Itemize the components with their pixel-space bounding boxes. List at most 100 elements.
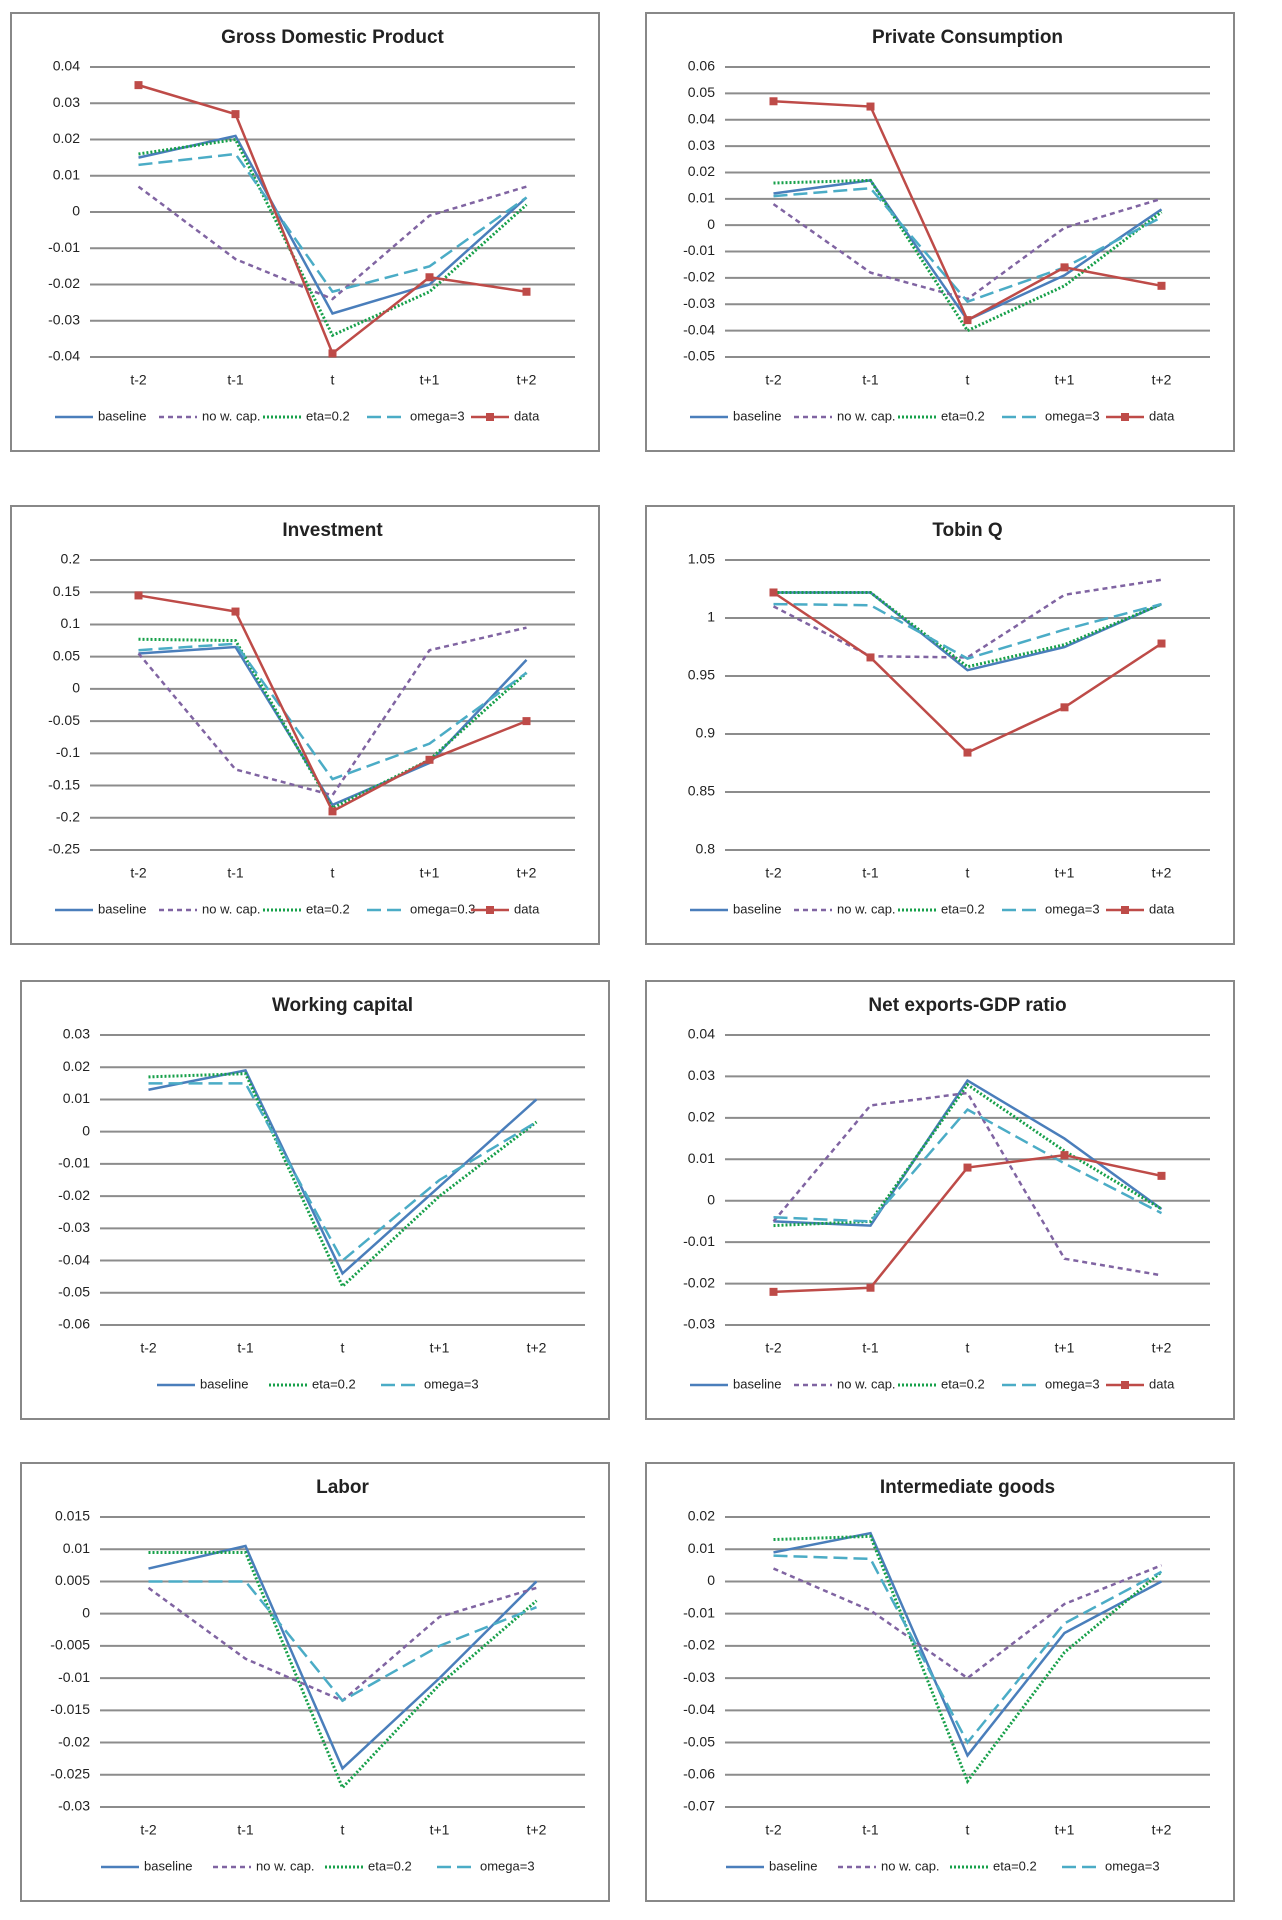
y-tick-label: -0.04 bbox=[58, 1251, 90, 1267]
series-line bbox=[773, 1078, 1163, 1227]
series-line bbox=[138, 642, 528, 781]
y-tick-label: 0.95 bbox=[688, 667, 715, 683]
legend-label: baseline bbox=[98, 408, 146, 423]
legend-label: no w. cap. bbox=[837, 901, 896, 916]
chart-title: Tobin Q bbox=[932, 520, 1002, 541]
y-tick-label: 0.85 bbox=[688, 783, 715, 799]
chart-panel: Private Consumption -0.05 -0.04 -0.03 -0.02 -… bbox=[645, 12, 1235, 452]
y-tick-label: 1 bbox=[707, 609, 715, 625]
chart-title: Gross Domestic Product bbox=[221, 27, 444, 48]
y-tick-label: 0 bbox=[707, 1191, 715, 1207]
x-tick-label: t bbox=[966, 372, 970, 388]
legend-label: eta=0.2 bbox=[941, 901, 985, 916]
series-line bbox=[147, 1586, 537, 1703]
data-marker bbox=[769, 1287, 778, 1296]
y-tick-label: -0.03 bbox=[48, 311, 80, 327]
chart-panel: Tobin Q 0.8 0.85 0.9 0.95 1 1.05 t-2 t-1 t t+1 t+2 b… bbox=[645, 505, 1235, 945]
y-tick-label: 1.05 bbox=[688, 551, 715, 567]
y-tick-label: -0.06 bbox=[58, 1316, 90, 1332]
chart-panel: Intermediate goods -0.07 -0.06 -0.05 -0.04 -0… bbox=[645, 1462, 1235, 1902]
data-marker bbox=[963, 1163, 972, 1172]
legend-label: omega=3 bbox=[1105, 1858, 1160, 1873]
y-tick-label: 0.01 bbox=[53, 166, 80, 182]
legend-label: no w. cap. bbox=[881, 1858, 940, 1873]
chart-title: Intermediate goods bbox=[880, 1477, 1055, 1498]
y-tick-label: 0.01 bbox=[688, 1540, 715, 1556]
legend-label: omega=3 bbox=[424, 1376, 479, 1391]
y-tick-label: 0.03 bbox=[688, 1067, 715, 1083]
legend-label: no w. cap. bbox=[202, 901, 261, 916]
chart-title: Working capital bbox=[272, 995, 413, 1016]
x-tick-label: t+1 bbox=[1055, 1340, 1075, 1356]
y-tick-label: -0.02 bbox=[683, 1274, 715, 1290]
y-tick-label: 0 bbox=[707, 216, 715, 232]
series-line bbox=[148, 1544, 538, 1771]
data-marker bbox=[769, 588, 778, 597]
x-tick-label: t+2 bbox=[527, 1340, 547, 1356]
legend-label: baseline bbox=[200, 1376, 248, 1391]
legend-label: omega=3 bbox=[1045, 1376, 1100, 1391]
y-tick-label: -0.02 bbox=[48, 275, 80, 291]
x-tick-label: t-1 bbox=[862, 372, 879, 388]
x-tick-label: t bbox=[341, 1822, 345, 1838]
legend-label: baseline bbox=[733, 1376, 781, 1391]
y-tick-label: -0.03 bbox=[683, 295, 715, 311]
legend-label: eta=0.2 bbox=[306, 901, 350, 916]
series-line bbox=[773, 1534, 1163, 1785]
data-marker bbox=[134, 81, 143, 90]
x-tick-label: t+2 bbox=[1152, 1340, 1172, 1356]
y-tick-label: 0.03 bbox=[53, 94, 80, 110]
y-tick-label: -0.25 bbox=[48, 841, 80, 857]
chart-title: Investment bbox=[282, 520, 383, 541]
y-tick-label: -0.05 bbox=[58, 1283, 90, 1299]
y-tick-label: -0.05 bbox=[683, 1733, 715, 1749]
legend-marker bbox=[1121, 906, 1129, 914]
legend-label: baseline bbox=[769, 1858, 817, 1873]
x-tick-label: t-2 bbox=[765, 865, 782, 881]
y-tick-label: 0.9 bbox=[696, 725, 716, 741]
y-tick-label: 0.02 bbox=[688, 1109, 715, 1125]
y-tick-label: 0.01 bbox=[688, 1150, 715, 1166]
y-tick-label: -0.04 bbox=[683, 1701, 715, 1717]
data-marker bbox=[1157, 281, 1166, 290]
legend-label: data bbox=[514, 901, 540, 916]
chart-panel: Working capital -0.06 -0.05 -0.04 -0.03 -0.02… bbox=[20, 980, 610, 1420]
y-tick-label: 0.06 bbox=[688, 58, 715, 74]
legend-label: no w. cap. bbox=[837, 408, 896, 423]
y-tick-label: 0 bbox=[82, 1122, 90, 1138]
y-tick-label: -0.2 bbox=[56, 808, 80, 824]
x-tick-label: t-2 bbox=[130, 865, 147, 881]
y-tick-label: -0.03 bbox=[58, 1798, 90, 1814]
data-marker bbox=[1060, 263, 1069, 272]
data-marker bbox=[1060, 1151, 1069, 1160]
panel-border bbox=[10, 12, 600, 452]
chart-panel: Investment -0.25 -0.2 -0.15 -0.1 -0.05 0 0.05 0.… bbox=[10, 505, 600, 945]
legend-label: baseline bbox=[733, 901, 781, 916]
legend-label: eta=0.2 bbox=[368, 1858, 412, 1873]
x-tick-label: t+1 bbox=[430, 1340, 450, 1356]
y-tick-label: -0.01 bbox=[683, 1233, 715, 1249]
x-tick-label: t-1 bbox=[862, 865, 879, 881]
data-marker bbox=[1157, 639, 1166, 648]
y-tick-label: 0.8 bbox=[696, 841, 716, 857]
x-tick-label: t-1 bbox=[862, 1340, 879, 1356]
legend-label: omega=3 bbox=[1045, 901, 1100, 916]
y-tick-label: 0.05 bbox=[53, 647, 80, 663]
data-marker bbox=[963, 748, 972, 757]
series-line bbox=[138, 637, 528, 811]
panel-border bbox=[10, 505, 600, 945]
chart-panel: Gross Domestic Product -0.04 -0.03 -0.02 -0.… bbox=[10, 12, 600, 452]
series-line bbox=[773, 1531, 1163, 1758]
y-tick-label: 0.03 bbox=[63, 1026, 90, 1042]
y-tick-label: -0.06 bbox=[683, 1765, 715, 1781]
series-line bbox=[772, 197, 1162, 301]
y-tick-label: -0.04 bbox=[683, 321, 715, 337]
x-tick-label: t bbox=[341, 1340, 345, 1356]
legend-label: eta=0.2 bbox=[941, 1376, 985, 1391]
legend-label: omega=3 bbox=[480, 1858, 535, 1873]
y-tick-label: 0.1 bbox=[61, 615, 81, 631]
y-tick-label: -0.01 bbox=[683, 242, 715, 258]
data-marker bbox=[134, 591, 143, 600]
y-tick-label: -0.01 bbox=[58, 1155, 90, 1171]
data-marker bbox=[231, 110, 240, 119]
